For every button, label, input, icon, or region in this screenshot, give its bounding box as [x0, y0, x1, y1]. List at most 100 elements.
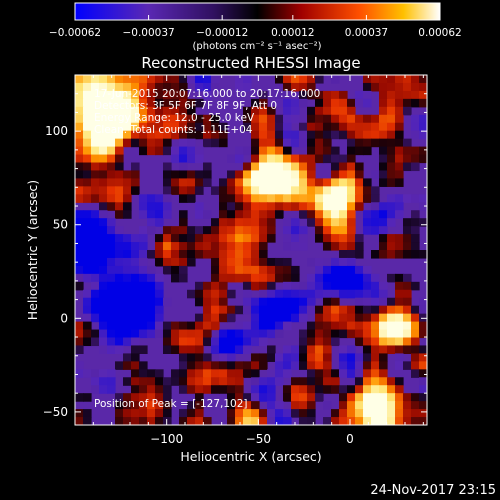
heatmap-cell: [211, 289, 220, 299]
heatmap-cell: [235, 154, 244, 164]
heatmap-cell: [275, 122, 284, 132]
heatmap-cell: [387, 162, 396, 172]
heatmap-cell: [251, 377, 260, 386]
heatmap-cells: [75, 75, 427, 425]
heatmap-cell: [179, 273, 188, 283]
heatmap-cell: [315, 154, 324, 164]
heatmap-cell: [219, 265, 228, 275]
heatmap-cell: [243, 393, 252, 402]
heatmap-cell: [291, 202, 300, 211]
heatmap-cell: [403, 305, 412, 315]
heatmap-cell: [75, 337, 84, 347]
heatmap-cell: [307, 130, 316, 140]
heatmap-cell: [107, 178, 116, 187]
heatmap-cell: [403, 401, 412, 410]
heatmap-cell: [275, 186, 284, 195]
heatmap-cell: [235, 146, 244, 156]
heatmap-cell: [131, 122, 140, 132]
heatmap-cell: [323, 122, 332, 132]
heatmap-cell: [227, 242, 236, 251]
heatmap-cell: [267, 178, 276, 187]
heatmap-cell: [243, 401, 252, 410]
heatmap-cell: [99, 138, 108, 148]
heatmap-cell: [75, 273, 84, 283]
heatmap-cell: [131, 178, 140, 187]
heatmap-cell: [235, 75, 244, 84]
heatmap-cell: [323, 289, 332, 299]
heatmap-cell: [243, 170, 252, 179]
heatmap-cell: [307, 281, 316, 291]
heatmap-cell: [99, 186, 108, 195]
heatmap-cell: [75, 218, 84, 227]
heatmap-cell: [419, 202, 427, 211]
heatmap-cell: [187, 329, 196, 339]
heatmap-cell: [75, 234, 84, 243]
heatmap-cell: [323, 353, 332, 362]
heatmap-cell: [331, 154, 340, 164]
heatmap-cell: [291, 345, 300, 354]
heatmap-cell: [155, 202, 164, 211]
heatmap-cell: [171, 377, 180, 386]
heatmap-cell: [267, 122, 276, 132]
heatmap-cell: [259, 385, 268, 394]
heatmap-cell: [243, 265, 252, 275]
heatmap-cell: [195, 130, 204, 140]
heatmap-cell: [283, 234, 292, 243]
heatmap-cell: [259, 329, 268, 339]
x-tick-label: 0: [346, 432, 354, 446]
heatmap-cell: [395, 138, 404, 148]
heatmap-cell: [243, 273, 252, 283]
heatmap-cell: [355, 361, 364, 370]
heatmap-cell: [163, 82, 172, 92]
heatmap-cell: [355, 186, 364, 195]
heatmap-cell: [307, 138, 316, 148]
x-axis-ticks: −100 −50 0: [92, 75, 424, 446]
heatmap-cell: [323, 146, 332, 156]
heatmap-cell: [371, 305, 380, 315]
heatmap-cell: [187, 122, 196, 132]
heatmap-cell: [195, 401, 204, 410]
heatmap-cell: [75, 178, 84, 187]
heatmap-cell: [387, 321, 396, 331]
heatmap-cell: [227, 234, 236, 243]
heatmap-cell: [363, 273, 372, 283]
heatmap-cell: [195, 417, 204, 425]
heatmap-cell: [115, 417, 124, 425]
heatmap-cell: [267, 353, 276, 362]
heatmap-cell: [419, 75, 427, 84]
heatmap-cell: [291, 281, 300, 291]
heatmap-cell: [403, 242, 412, 251]
heatmap-cell: [131, 281, 140, 291]
heatmap-cell: [91, 257, 100, 267]
heatmap-cell: [283, 257, 292, 267]
heatmap-cell: [83, 417, 92, 425]
heatmap-cell: [243, 194, 252, 203]
heatmap-cell: [131, 329, 140, 339]
heatmap-cell: [291, 178, 300, 187]
heatmap-cell: [363, 313, 372, 323]
heatmap-cell: [363, 186, 372, 195]
heatmap-cell: [251, 297, 260, 307]
heatmap-cell: [243, 82, 252, 92]
colorbar-tick-label: 0.00037: [345, 27, 388, 39]
heatmap-cell: [99, 154, 108, 164]
heatmap-cell: [411, 154, 420, 164]
heatmap-cell: [243, 281, 252, 291]
heatmap-cell: [107, 305, 116, 315]
heatmap-cell: [131, 98, 140, 108]
heatmap-cell: [283, 385, 292, 394]
heatmap-cell: [131, 401, 140, 410]
heatmap-cell: [267, 194, 276, 203]
heatmap-cell: [163, 210, 172, 219]
y-tick-label: 50: [53, 218, 68, 232]
heatmap-cell: [331, 98, 340, 108]
heatmap-cell: [283, 98, 292, 108]
heatmap-cell: [339, 234, 348, 243]
heatmap-cell: [363, 409, 372, 418]
heatmap-cell: [363, 218, 372, 227]
heatmap-cell: [339, 401, 348, 410]
heatmap-cell: [75, 329, 84, 339]
heatmap-cell: [171, 130, 180, 140]
heatmap-cell: [347, 265, 356, 275]
heatmap-cell: [339, 305, 348, 315]
